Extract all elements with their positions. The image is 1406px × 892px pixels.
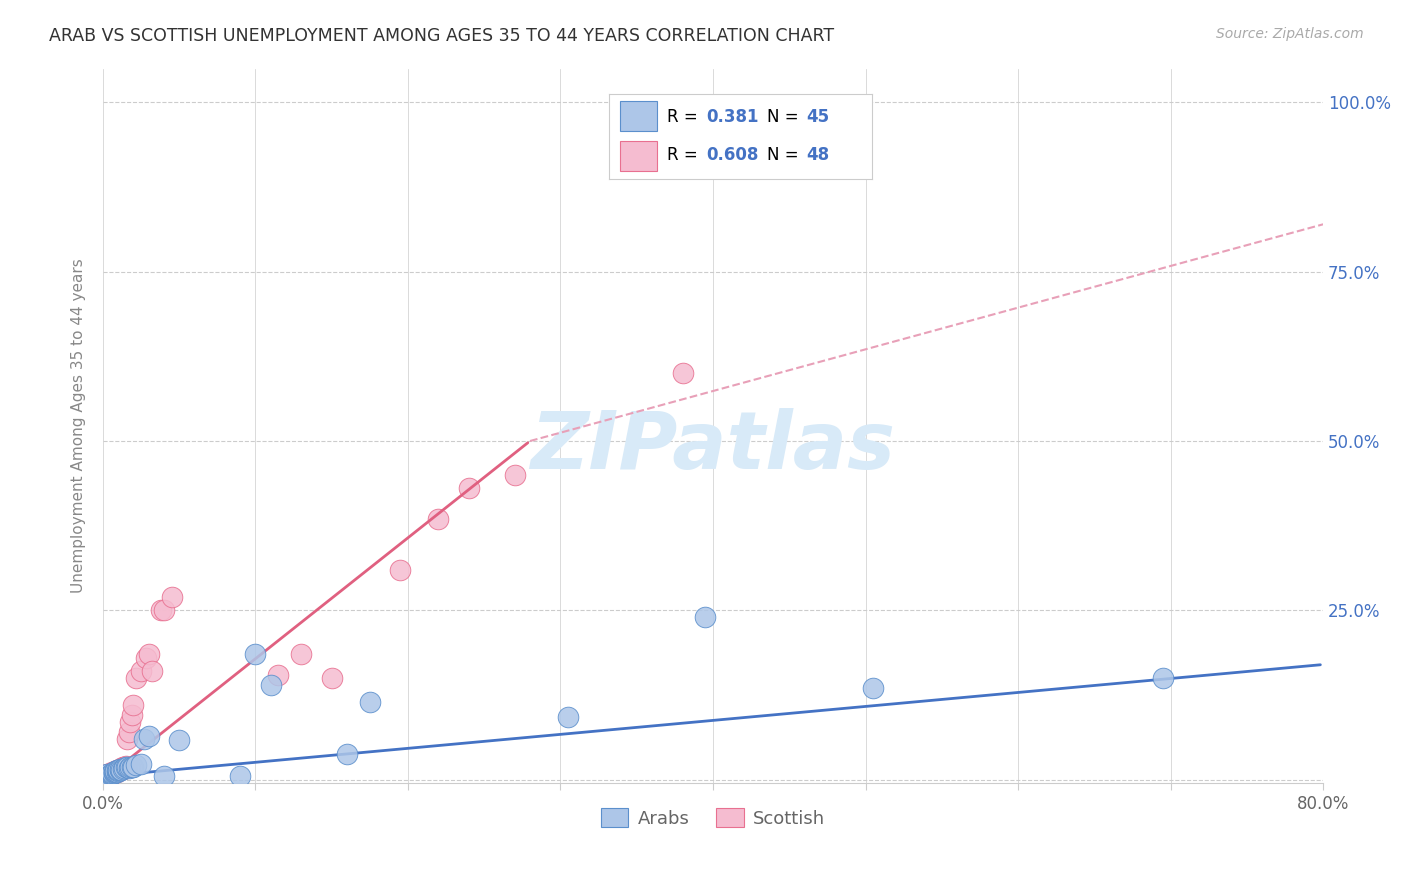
Point <box>117 732 139 747</box>
Point <box>107 764 129 778</box>
Point <box>160 590 183 604</box>
Point <box>321 671 343 685</box>
Point <box>671 366 693 380</box>
Y-axis label: Unemployment Among Ages 35 to 44 years: Unemployment Among Ages 35 to 44 years <box>72 259 86 593</box>
Point <box>114 759 136 773</box>
Point <box>135 650 157 665</box>
Point <box>427 512 450 526</box>
Point <box>267 667 290 681</box>
Point <box>101 765 124 780</box>
Point <box>118 761 141 775</box>
Point <box>111 762 134 776</box>
Point <box>245 648 267 662</box>
Text: ARAB VS SCOTTISH UNEMPLOYMENT AMONG AGES 35 TO 44 YEARS CORRELATION CHART: ARAB VS SCOTTISH UNEMPLOYMENT AMONG AGES… <box>49 27 834 45</box>
Point <box>100 767 122 781</box>
Point <box>108 763 131 777</box>
Point <box>359 695 381 709</box>
Point <box>112 761 135 775</box>
Point <box>138 729 160 743</box>
Point <box>260 678 283 692</box>
Point <box>101 766 124 780</box>
Point <box>107 764 129 778</box>
Point <box>98 769 121 783</box>
Point <box>94 771 117 785</box>
Point <box>105 763 128 777</box>
Point <box>104 764 127 778</box>
Point <box>125 757 148 772</box>
Point <box>118 725 141 739</box>
Point <box>503 467 526 482</box>
Point <box>96 767 118 781</box>
Point <box>93 769 115 783</box>
Point <box>290 648 312 662</box>
Point <box>862 681 884 696</box>
Point <box>94 768 117 782</box>
Point <box>111 760 134 774</box>
Point <box>104 765 127 780</box>
Point <box>229 769 252 783</box>
Point <box>96 769 118 783</box>
Point <box>105 763 128 777</box>
Point <box>121 708 143 723</box>
Point <box>101 766 124 780</box>
Point <box>108 762 131 776</box>
Point <box>129 665 152 679</box>
Text: Source: ZipAtlas.com: Source: ZipAtlas.com <box>1216 27 1364 41</box>
Point <box>1152 671 1174 685</box>
Point <box>149 603 172 617</box>
Point <box>120 760 142 774</box>
Point <box>103 765 125 780</box>
Point <box>103 765 125 780</box>
Point <box>125 671 148 685</box>
Point <box>100 767 122 781</box>
Point <box>458 482 481 496</box>
Point <box>117 760 139 774</box>
Point <box>101 765 124 780</box>
Point <box>336 747 359 761</box>
Point <box>98 769 121 783</box>
Point <box>96 770 118 784</box>
Point <box>103 765 125 780</box>
Point <box>110 761 132 775</box>
Point <box>108 763 131 777</box>
Point <box>105 764 128 779</box>
Point <box>141 665 163 679</box>
Point <box>138 648 160 662</box>
Point <box>153 603 176 617</box>
Point <box>389 563 412 577</box>
Point <box>98 766 121 780</box>
Point <box>112 760 135 774</box>
Point <box>153 769 176 783</box>
Point <box>93 769 115 783</box>
Point <box>104 764 127 779</box>
Point <box>103 764 125 779</box>
Point <box>100 768 122 782</box>
Point <box>105 764 128 779</box>
Point <box>110 763 132 777</box>
Point <box>114 760 136 774</box>
Point <box>108 762 131 776</box>
Point <box>93 770 115 784</box>
Point <box>100 765 122 780</box>
Point <box>120 715 142 730</box>
Point <box>557 709 579 723</box>
Point <box>132 732 155 747</box>
Point <box>94 769 117 783</box>
Point <box>695 610 717 624</box>
Point <box>121 760 143 774</box>
Point <box>98 768 121 782</box>
Point <box>122 760 145 774</box>
Point <box>111 762 134 776</box>
Point <box>104 764 127 778</box>
Point <box>107 763 129 777</box>
Point <box>94 768 117 782</box>
Point <box>107 763 129 777</box>
Point <box>167 733 190 747</box>
Point <box>122 698 145 713</box>
Point <box>96 767 118 781</box>
Text: ZIPatlas: ZIPatlas <box>530 409 896 486</box>
Point <box>129 757 152 772</box>
Legend: Arabs, Scottish: Arabs, Scottish <box>595 801 832 835</box>
